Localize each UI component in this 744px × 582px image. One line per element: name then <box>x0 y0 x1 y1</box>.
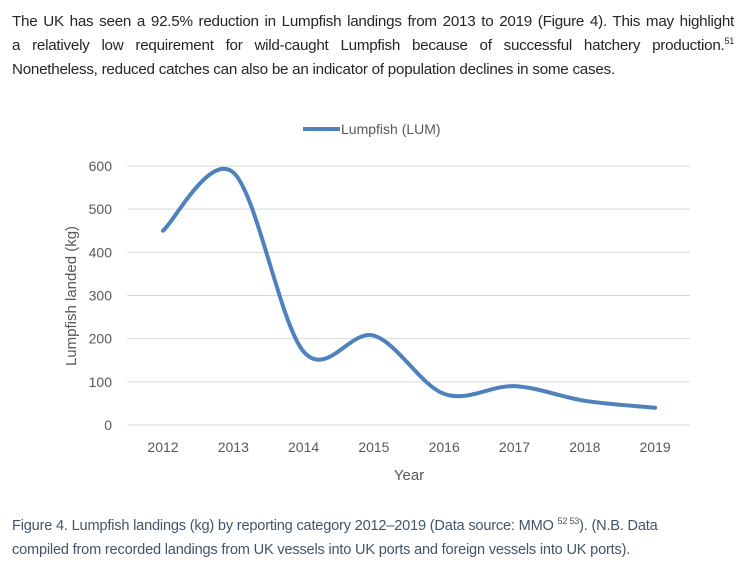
y-tick-label: 500 <box>89 201 113 217</box>
data-point-2016[interactable] <box>442 392 446 396</box>
paragraph-line-2-text: a relatively low requirement for wild-ca… <box>12 37 725 54</box>
paragraph-line-3: Nonetheless, reduced catches can also be… <box>12 61 615 78</box>
y-tick-label: 0 <box>104 417 112 433</box>
data-point-2015[interactable] <box>372 334 376 338</box>
y-tick-label: 300 <box>89 288 113 304</box>
y-tick-label: 100 <box>89 374 113 390</box>
series-line-lumpfish[interactable] <box>161 167 658 410</box>
x-tick-label: 2015 <box>358 439 389 455</box>
y-tick-labels: 0 100 200 300 400 500 600 <box>89 158 113 433</box>
caption-line-1: Figure 4. Lumpfish landings (kg) by repo… <box>12 514 734 538</box>
data-point-2013[interactable] <box>231 170 235 174</box>
caption-line-1-pre: Figure 4. Lumpfish landings (kg) by repo… <box>12 518 558 534</box>
caption-line-1-post: ). (N.B. Data <box>579 518 658 534</box>
x-tick-label: 2012 <box>147 439 178 455</box>
data-point-2017[interactable] <box>513 384 517 388</box>
footnote-ref-52-53[interactable]: 52 53 <box>557 516 580 527</box>
figure-caption: Figure 4. Lumpfish landings (kg) by repo… <box>12 514 734 562</box>
x-tick-label: 2014 <box>288 439 319 455</box>
x-tick-label: 2018 <box>569 439 600 455</box>
paragraph-line-2: a relatively low requirement for wild-ca… <box>12 34 734 58</box>
y-axis-title: Lumpfish landed (kg) <box>63 226 80 366</box>
series-group <box>161 167 658 410</box>
data-point-2012[interactable] <box>161 229 165 233</box>
x-tick-label: 2016 <box>429 439 460 455</box>
x-axis-title: Year <box>394 467 424 484</box>
x-tick-label: 2017 <box>499 439 530 455</box>
y-tick-label: 600 <box>89 158 113 174</box>
x-tick-labels: 2012 2013 2014 2015 2016 2017 2018 2019 <box>147 439 670 455</box>
y-tick-label: 400 <box>89 244 113 260</box>
footnote-ref-51[interactable]: 51 <box>724 35 734 46</box>
line-chart: 0 100 200 300 400 500 600 2012 2013 2014 2015 2016… <box>63 121 690 484</box>
intro-paragraph: The UK has seen a 92.5% reduction in Lum… <box>12 10 734 82</box>
gridlines <box>127 165 690 426</box>
x-tick-label: 2013 <box>218 439 249 455</box>
legend-label[interactable]: Lumpfish (LUM) <box>341 121 441 137</box>
data-point-2014[interactable] <box>302 350 306 354</box>
data-point-2019[interactable] <box>653 406 657 410</box>
legend: Lumpfish (LUM) <box>303 121 441 137</box>
x-tick-label: 2019 <box>640 439 671 455</box>
caption-line-2: compiled from recorded landings from UK … <box>12 542 631 558</box>
paragraph-line-1: The UK has seen a 92.5% reduction in Lum… <box>12 13 734 30</box>
y-tick-label: 200 <box>89 331 113 347</box>
data-point-2018[interactable] <box>583 399 587 403</box>
